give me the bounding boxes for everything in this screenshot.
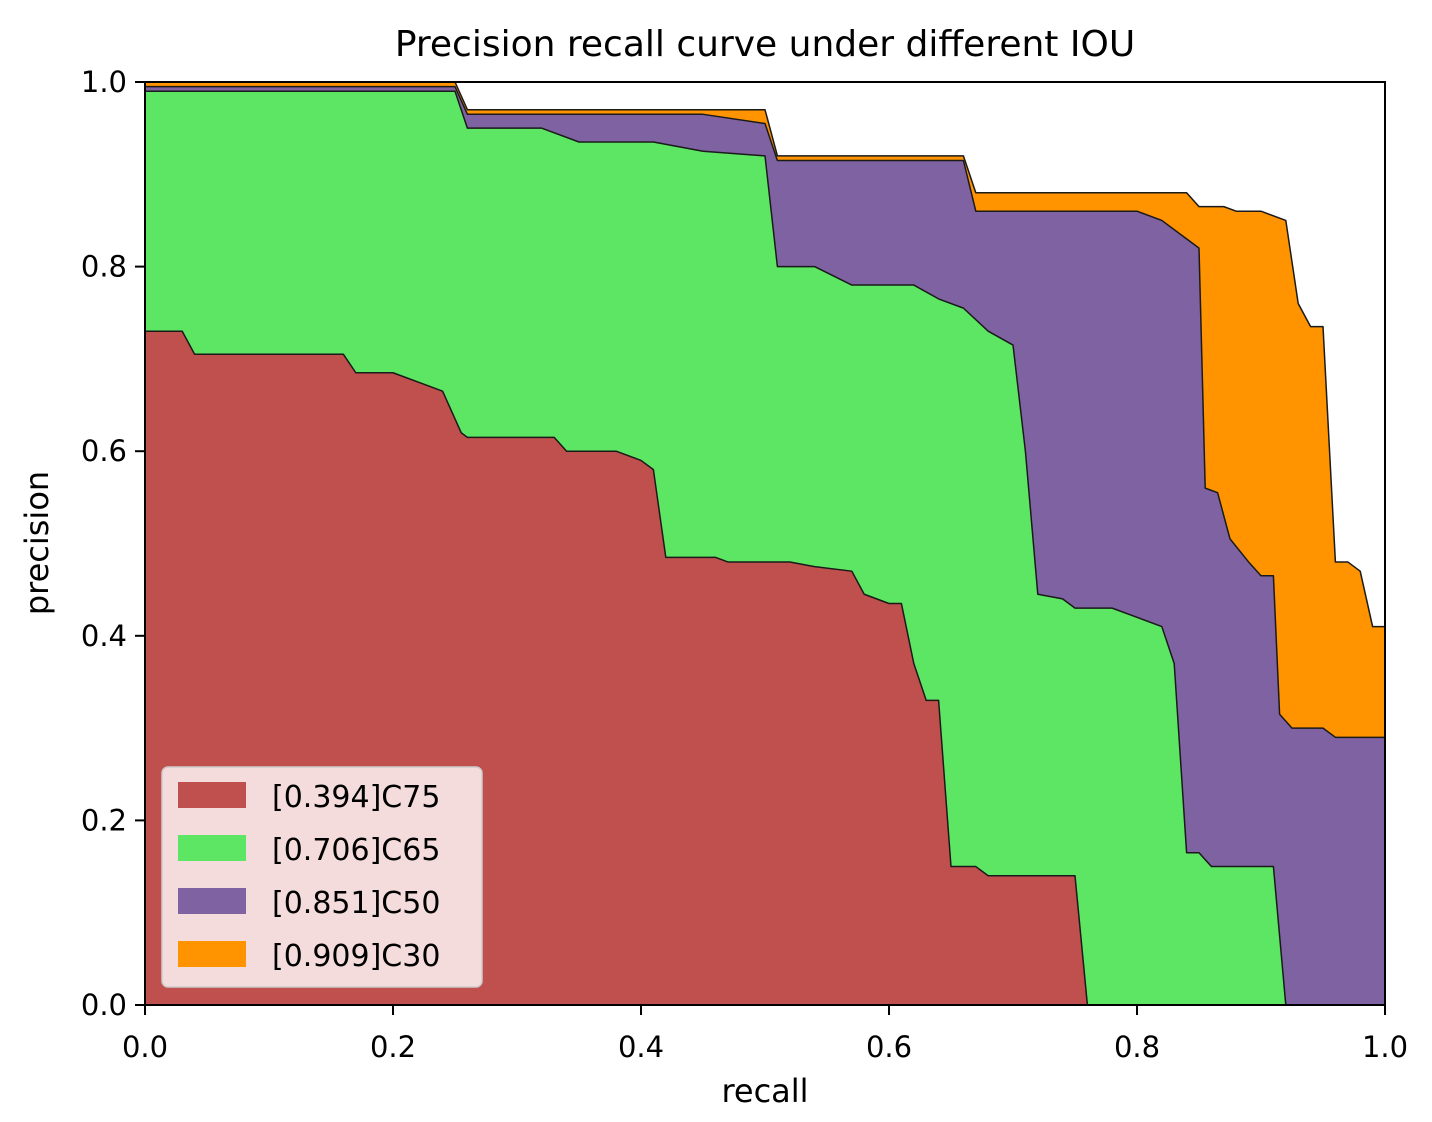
x-axis-label: recall [721, 1072, 808, 1110]
plot-frame [144, 81, 1386, 1006]
y-tick-label: 0.4 [81, 619, 127, 653]
x-tick-label: 1.0 [1362, 1030, 1408, 1064]
legend-box [161, 766, 483, 988]
legend-label-c30: [0.909]C30 [272, 939, 440, 974]
y-tick-label: 0.2 [81, 803, 127, 837]
x-tick-label: 0.6 [866, 1030, 912, 1064]
y-tick-label: 0.0 [81, 988, 127, 1022]
x-tick-label: 0.8 [1114, 1030, 1160, 1064]
chart-title: Precision recall curve under different I… [395, 24, 1135, 65]
x-tick-label: 0.0 [122, 1030, 168, 1064]
legend-swatch-c30 [178, 941, 246, 967]
y-axis-label: precision [18, 471, 56, 615]
y-tick-label: 0.6 [81, 434, 127, 468]
legend-label-c50: [0.851]C50 [272, 886, 440, 921]
y-axis-ticks: 0.0 0.2 0.4 0.6 0.8 1.0 [81, 65, 145, 1022]
legend-label-c65: [0.706]C65 [272, 833, 440, 868]
legend: [0.394]C75 [0.706]C65 [0.851]C50 [0.909]C30 [161, 766, 483, 988]
x-tick-label: 0.2 [370, 1030, 416, 1064]
legend-swatch-c65 [178, 835, 246, 861]
y-tick-label: 1.0 [81, 65, 127, 99]
x-tick-label: 0.4 [618, 1030, 664, 1064]
legend-swatch-c75 [178, 782, 246, 808]
x-axis-ticks: 0.0 0.2 0.4 0.6 0.8 1.0 [122, 1005, 1408, 1064]
legend-label-c75: [0.394]C75 [272, 780, 440, 815]
legend-swatch-c50 [178, 888, 246, 914]
y-tick-label: 0.8 [81, 250, 127, 284]
